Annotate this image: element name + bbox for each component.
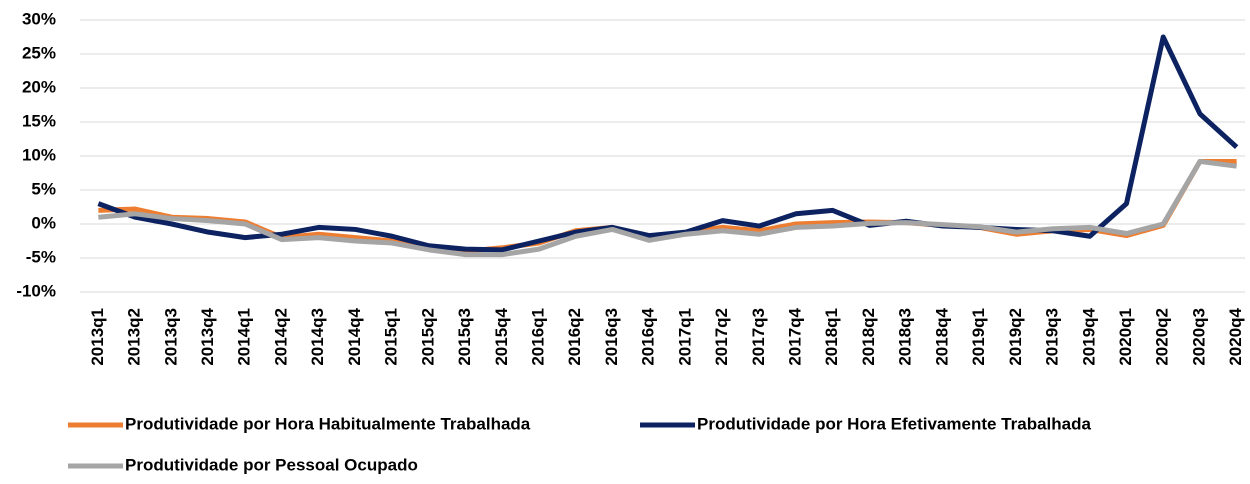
x-tick-label: 2020q3 bbox=[1189, 308, 1208, 366]
y-tick-label: -5% bbox=[26, 247, 56, 266]
y-tick-label: 15% bbox=[22, 111, 56, 130]
y-tick-label: 25% bbox=[22, 43, 56, 62]
y-tick-label: 20% bbox=[22, 77, 56, 96]
x-tick-label: 2018q3 bbox=[896, 308, 915, 366]
y-tick-label: -10% bbox=[16, 281, 56, 300]
x-tick-label: 2013q1 bbox=[88, 308, 107, 366]
x-tick-label: 2015q1 bbox=[382, 308, 401, 366]
legend-label: Produtividade por Hora Habitualmente Tra… bbox=[125, 414, 531, 433]
x-tick-label: 2017q4 bbox=[786, 307, 805, 365]
x-tick-label: 2019q2 bbox=[1006, 308, 1025, 366]
x-tick-label: 2019q3 bbox=[1043, 308, 1062, 366]
series-line bbox=[98, 158, 1237, 258]
x-tick-label: 2018q1 bbox=[822, 308, 841, 366]
x-tick-label: 2016q2 bbox=[565, 308, 584, 366]
x-tick-label: 2017q1 bbox=[675, 308, 694, 366]
x-tick-label: 2020q4 bbox=[1226, 307, 1245, 365]
x-tick-label: 2019q4 bbox=[1079, 307, 1098, 365]
y-tick-label: 10% bbox=[22, 145, 56, 164]
legend-label: Produtividade por Hora Efetivamente Trab… bbox=[697, 414, 1091, 433]
x-tick-label: 2015q2 bbox=[418, 308, 437, 366]
x-tick-label: 2016q3 bbox=[602, 308, 621, 366]
x-tick-label: 2013q4 bbox=[198, 307, 217, 365]
x-tick-label: 2019q1 bbox=[969, 308, 988, 366]
x-tick-label: 2020q1 bbox=[1116, 308, 1135, 366]
x-tick-label: 2013q2 bbox=[125, 308, 144, 366]
x-tick-label: 2016q1 bbox=[528, 308, 547, 366]
x-tick-label: 2016q4 bbox=[639, 307, 658, 365]
x-tick-label: 2020q2 bbox=[1153, 308, 1172, 366]
y-tick-label: 5% bbox=[31, 179, 56, 198]
x-tick-label: 2015q4 bbox=[492, 307, 511, 365]
x-tick-label: 2014q3 bbox=[308, 308, 327, 366]
x-tick-label: 2017q3 bbox=[749, 308, 768, 366]
x-tick-label: 2014q1 bbox=[235, 308, 254, 366]
x-tick-label: 2018q4 bbox=[932, 307, 951, 365]
x-tick-label: 2014q2 bbox=[271, 308, 290, 366]
legend-label: Produtividade por Pessoal Ocupado bbox=[125, 455, 418, 474]
x-tick-label: 2015q3 bbox=[455, 308, 474, 366]
series-line bbox=[97, 34, 1239, 253]
x-tick-label: 2013q3 bbox=[161, 308, 180, 366]
x-tick-label: 2018q2 bbox=[859, 308, 878, 366]
y-tick-label: 30% bbox=[22, 9, 56, 28]
y-tick-label: 0% bbox=[31, 213, 56, 232]
x-tick-label: 2014q4 bbox=[345, 307, 364, 365]
x-tick-label: 2017q2 bbox=[712, 308, 731, 366]
